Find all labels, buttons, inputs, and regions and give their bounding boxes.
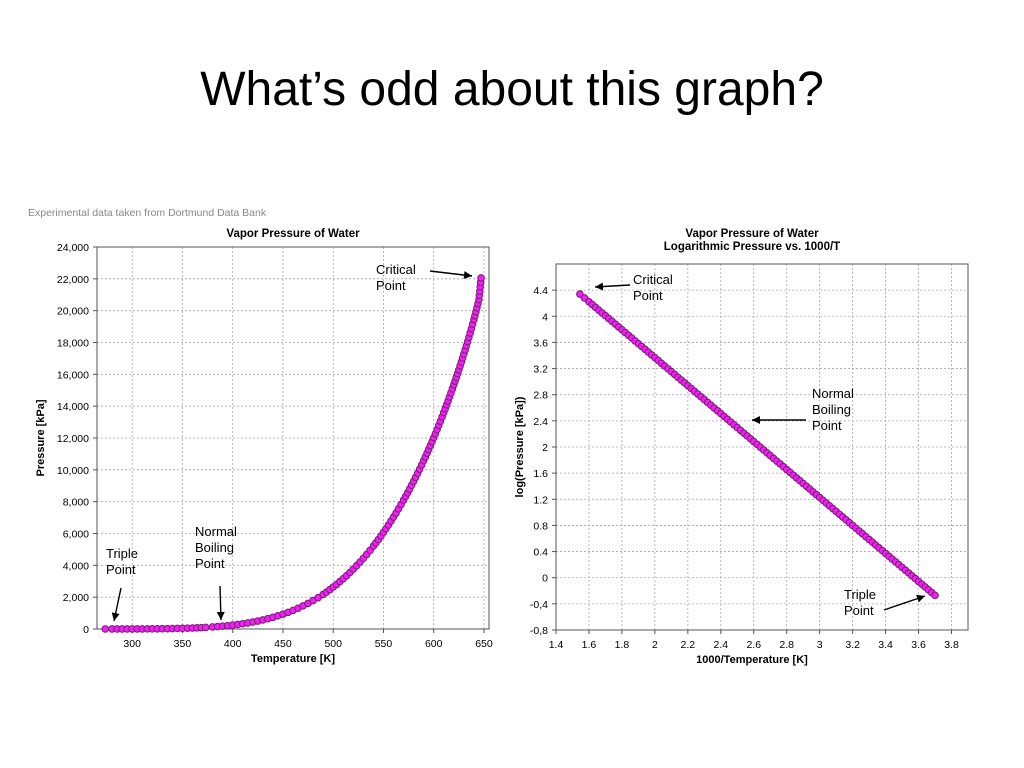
y-axis-label: Pressure [kPa]	[35, 399, 47, 476]
y-tick-label: 18,000	[57, 338, 89, 350]
y-tick-label: 14,000	[57, 401, 89, 413]
y-tick-label: 1.6	[533, 468, 548, 480]
annotation-line: Point	[844, 603, 874, 618]
source-note: Experimental data taken from Dortmund Da…	[28, 207, 267, 219]
plot-area-border	[96, 246, 490, 630]
x-tick-label: 650	[475, 638, 493, 650]
x-tick-label: 450	[274, 638, 292, 650]
y-tick-label: 20,000	[57, 306, 89, 318]
x-tick-label: 2	[652, 639, 658, 651]
data-point	[931, 591, 939, 600]
x-tick-label: 3	[817, 639, 823, 651]
y-tick-label: 24,000	[57, 242, 89, 254]
annotation-arrow-head	[752, 416, 760, 424]
x-tick-label: 3.2	[845, 639, 860, 651]
y-tick-label: 3.6	[533, 337, 548, 349]
y-tick-label: 0	[83, 624, 89, 636]
y-tick-label: -0,4	[530, 599, 548, 611]
x-tick-label: 3.8	[944, 639, 959, 651]
y-tick-label: 12,000	[57, 433, 89, 445]
y-tick-label: 0	[542, 573, 548, 585]
y-tick-label: 16,000	[57, 369, 89, 381]
annotation-line: Boiling	[812, 402, 851, 417]
y-tick-label: 2,000	[63, 592, 89, 604]
x-tick-label: 400	[224, 638, 242, 650]
x-tick-label: 2.6	[746, 639, 761, 651]
y-tick-label: 6,000	[63, 529, 89, 541]
y-tick-label: 3.2	[533, 364, 548, 376]
x-tick-label: 2.2	[681, 639, 696, 651]
annotation-line: Point	[106, 562, 136, 577]
data-point	[201, 623, 210, 632]
data-point	[477, 274, 485, 282]
annotation-line: Point	[633, 288, 663, 303]
annotation-label: Normal Boiling Point	[195, 524, 237, 571]
chart-subtitle: Logarithmic Pressure vs. 1000/T	[664, 241, 840, 253]
y-axis-label: log(Pressure [kPa])	[514, 396, 526, 497]
chart-title: Vapor Pressure of Water	[226, 228, 360, 240]
annotation-line: Boiling	[195, 540, 234, 555]
annotation-line: Point	[812, 418, 842, 433]
annotation-line: Critical	[633, 272, 673, 287]
annotation-label: Triple Point	[844, 587, 876, 618]
x-tick-label: 2.8	[779, 639, 794, 651]
y-tick-label: 1.2	[533, 494, 548, 506]
y-tick-label: 2	[542, 442, 548, 454]
x-tick-label: 500	[324, 638, 342, 650]
annotation-label: Triple Point	[106, 546, 138, 577]
annotation-line: Triple	[844, 587, 876, 602]
y-tick-label: 4	[542, 311, 548, 323]
y-tick-label: 2.4	[533, 416, 548, 428]
x-tick-label: 350	[174, 638, 192, 650]
annotation-arrow-head	[595, 282, 604, 291]
x-tick-label: 600	[425, 638, 443, 650]
annotation-label: Normal Boiling Point	[812, 386, 854, 433]
annotation-line: Normal	[812, 386, 854, 401]
annotation-line: Point	[376, 278, 406, 293]
y-tick-label: 0.4	[533, 547, 548, 559]
x-tick-label: 1.8	[615, 639, 630, 651]
y-tick-label: 4,000	[63, 560, 89, 572]
annotation-label: Critical Point	[376, 262, 416, 293]
x-axis-label: Temperature [K]	[251, 653, 335, 665]
y-tick-label: 10,000	[57, 465, 89, 477]
x-tick-label: 2.4	[713, 639, 728, 651]
y-tick-label: 4.4	[533, 285, 548, 297]
annotation-arrow-head	[916, 594, 925, 603]
x-tick-label: 3.6	[911, 639, 926, 651]
y-tick-label: 8,000	[63, 497, 89, 509]
plot-area-border	[555, 263, 969, 631]
chart-title: Vapor Pressure of Water	[685, 228, 819, 240]
annotation-arrow-head	[111, 612, 120, 621]
x-tick-label: 550	[375, 638, 393, 650]
x-tick-label: 1.6	[582, 639, 597, 651]
data-point	[101, 625, 110, 633]
y-tick-label: 22,000	[57, 274, 89, 286]
y-tick-label: 2.8	[533, 390, 548, 402]
chart-1: Experimental data taken from Dortmund Da…	[28, 207, 493, 665]
annotation-arrow-head	[216, 611, 225, 620]
annotation-line: Triple	[106, 546, 138, 561]
x-tick-label: 3.4	[878, 639, 893, 651]
x-axis-label: 1000/Temperature [K]	[696, 654, 808, 666]
annotation-line: Point	[195, 556, 225, 571]
annotation-line: Normal	[195, 524, 237, 539]
y-tick-label: 0.8	[533, 520, 548, 532]
annotation-label: Critical Point	[633, 272, 673, 303]
x-tick-label: 300	[123, 638, 141, 650]
slide-title: What’s odd about this graph?	[200, 63, 824, 116]
annotation-arrow-head	[463, 271, 472, 280]
y-tick-label: -0,8	[530, 625, 548, 637]
annotation-line: Critical	[376, 262, 416, 277]
x-tick-label: 1.4	[549, 639, 564, 651]
